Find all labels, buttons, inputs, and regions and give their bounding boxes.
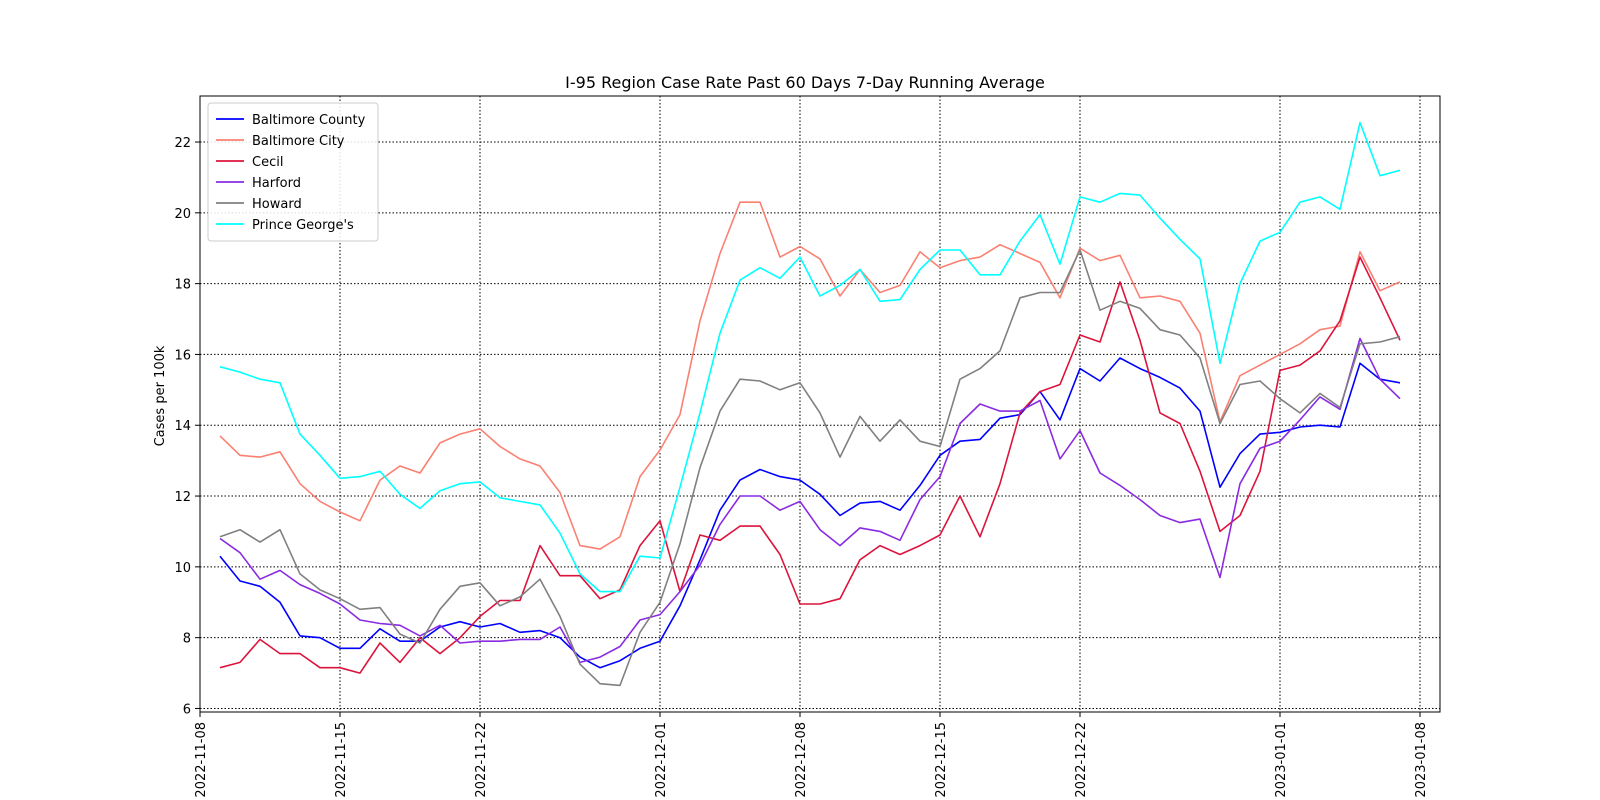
x-tick-label: 2022-11-22 [474,722,489,798]
y-tick-label: 8 [183,632,191,647]
x-tick-label: 2022-12-15 [934,722,949,798]
y-tick-label: 16 [174,348,191,363]
x-tick-label: 2022-12-08 [794,722,809,798]
series-line-0 [219,357,1401,669]
x-tick-label: 2022-12-22 [1074,722,1089,798]
axis-ticks: 2022-11-08 2022-11-15 2022-11-22 2022-12-01… [174,136,1429,798]
y-tick-label: 6 [183,702,191,717]
x-tick-label: 2023-01-08 [1414,722,1429,798]
legend-label: Howard [252,197,302,212]
plot-area-frame [199,95,1441,713]
legend: Baltimore County Baltimore City Cecil Harfo… [207,102,379,242]
series-lines [219,121,1401,687]
legend-label: Baltimore City [252,134,345,149]
y-tick-label: 12 [174,490,191,505]
legend-label: Prince George's [252,218,354,233]
legend-label: Baltimore County [252,113,366,128]
x-tick-label: 2023-01-01 [1274,722,1289,798]
x-tick-label: 2022-11-08 [194,722,209,798]
x-tick-label: 2022-11-15 [334,722,349,798]
series-line-5 [219,121,1401,593]
y-tick-label: 20 [174,207,191,222]
series-line-2 [219,256,1401,674]
legend-label: Harford [252,176,301,191]
series-line-3 [219,337,1401,664]
y-tick-label: 14 [174,419,191,434]
y-tick-label: 10 [174,561,191,576]
y-axis-label: Cases per 100k [153,345,168,446]
x-tick-label: 2022-12-01 [654,722,669,798]
legend-box [207,102,379,242]
y-tick-label: 22 [174,136,191,151]
series-line-1 [219,201,1401,550]
series-line-4 [219,249,1401,687]
y-tick-label: 18 [174,278,191,293]
legend-label: Cecil [252,155,283,170]
grid-lines [199,96,1440,712]
chart-title: I-95 Region Case Rate Past 60 Days 7-Day… [565,73,1045,92]
